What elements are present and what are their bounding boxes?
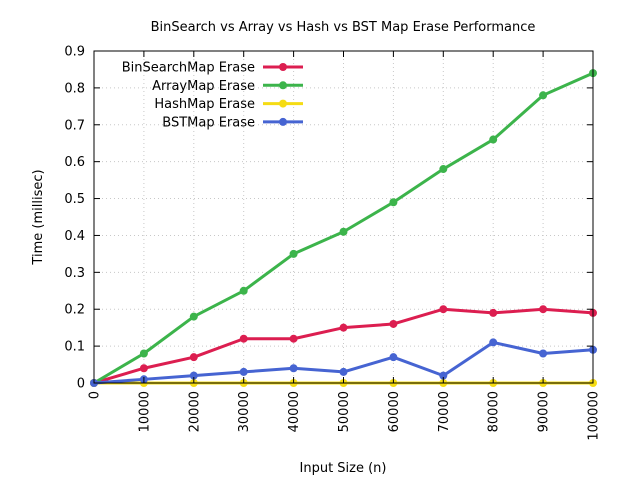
data-point-bstmap-erase [339,367,348,376]
y-tick-label: 0.5 [64,192,85,207]
data-point-binsearchmap-erase [439,305,448,314]
data-point-binsearchmap-erase [289,334,298,343]
x-tick-label: 10000 [137,391,152,432]
y-tick-label: 0.3 [64,266,85,281]
data-point-arraymap-erase [389,198,398,207]
x-tick-label: 50000 [337,391,352,432]
data-point-bstmap-erase [239,367,248,376]
y-tick-label: 0.8 [64,81,85,96]
legend-label-bstmap-erase: BSTMap Erase [162,115,255,130]
x-tick-label: 60000 [387,391,402,432]
chart-title: BinSearch vs Array vs Hash vs BST Map Er… [151,20,536,35]
data-point-arraymap-erase [539,91,548,100]
legend-marker-binsearchmap-erase [279,63,287,71]
data-point-arraymap-erase [439,165,448,174]
legend-label-arraymap-erase: ArrayMap Erase [152,79,255,94]
data-point-bstmap-erase [489,338,498,347]
legend-label-binsearchmap-erase: BinSearchMap Erase [122,61,255,76]
x-tick-label: 90000 [537,391,552,432]
y-tick-label: 0.2 [64,303,85,318]
y-tick-label: 0.9 [64,45,85,60]
y-tick-label: 0.1 [64,340,85,355]
x-tick-label: 100000 [587,391,602,441]
x-tick-label: 70000 [437,391,452,432]
data-point-arraymap-erase [139,349,148,358]
x-tick-label: 80000 [487,391,502,432]
x-tick-label: 40000 [287,391,302,432]
data-point-binsearchmap-erase [139,364,148,373]
data-point-binsearchmap-erase [539,305,548,314]
y-tick-label: 0.4 [64,229,85,244]
y-tick-label: 0.6 [64,155,85,170]
x-tick-label: 0 [88,391,103,399]
data-point-binsearchmap-erase [389,319,398,328]
data-point-bstmap-erase [539,349,548,358]
data-point-arraymap-erase [339,227,348,236]
data-point-arraymap-erase [489,135,498,144]
legend-marker-arraymap-erase [279,81,287,90]
data-point-arraymap-erase [289,249,298,258]
data-point-binsearchmap-erase [239,334,248,343]
legend-marker-hashmap-erase [279,99,287,108]
data-point-binsearchmap-erase [489,308,498,317]
y-tick-label: 0.7 [64,118,85,133]
x-tick-label: 30000 [237,391,252,432]
data-point-arraymap-erase [189,312,198,321]
legend: BinSearchMap Erase ArrayMap Erase HashMap … [122,61,303,130]
ticks: 0 0.1 0.2 0.3 0.4 0.5 0.6 0.7 0.8 0.9 0 10000 20000 3… [64,45,601,441]
y-axis-label: Time (millisec) [31,169,46,265]
data-point-bstmap-erase [439,371,448,380]
x-axis-label: Input Size (n) [300,461,387,476]
data-point-bstmap-erase [189,371,198,380]
data-point-arraymap-erase [239,286,248,295]
data-point-bstmap-erase [289,364,298,373]
data-point-bstmap-erase [389,353,398,362]
data-point-binsearchmap-erase [189,353,198,362]
data-point-binsearchmap-erase [339,323,348,332]
legend-marker-bstmap-erase [279,117,287,126]
legend-label-hashmap-erase: HashMap Erase [154,97,255,112]
y-tick-label: 0 [77,377,85,392]
x-tick-label: 20000 [187,391,202,432]
